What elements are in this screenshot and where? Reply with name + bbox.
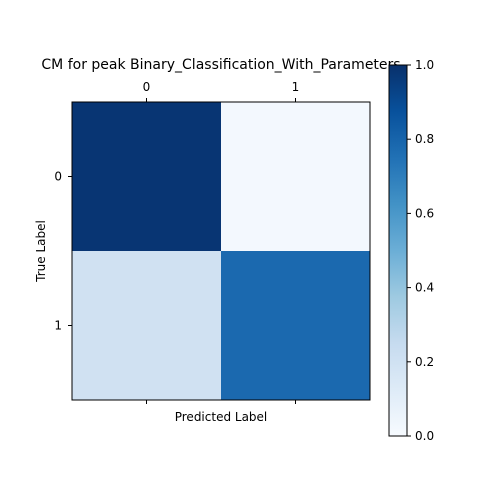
colorbar-tick-label-3: 0.6 (415, 206, 434, 220)
x-tick-label-0: 0 (143, 80, 151, 94)
colorbar (388, 64, 408, 437)
cell-0-0 (72, 102, 221, 251)
y-ticks: 01 (54, 170, 72, 333)
cell-1-0 (72, 251, 221, 400)
heatmap-cells (72, 102, 370, 400)
cell-0-1 (221, 102, 370, 251)
colorbar-tick-label-2: 0.4 (415, 281, 434, 295)
plot-frame (71, 101, 371, 401)
colorbar-tick-label-5: 1.0 (415, 58, 434, 72)
y-tick-label-1: 1 (54, 319, 62, 333)
cell-1-1 (221, 251, 370, 400)
y-axis-label: True Label (34, 220, 48, 283)
colorbar-tick-label-1: 0.2 (415, 355, 434, 369)
x-axis-label: Predicted Label (175, 410, 268, 424)
y-tick-label-0: 0 (54, 170, 62, 184)
chart-title: CM for peak Binary_Classification_With_P… (41, 57, 400, 73)
x-tick-label-1: 1 (292, 80, 300, 94)
colorbar-tick-label-0: 0.0 (415, 429, 434, 443)
colorbar-ticks: 0.0 0.2 0.4 0.6 0.8 1.0 (407, 58, 434, 443)
colorbar-tick-label-4: 0.8 (415, 132, 434, 146)
